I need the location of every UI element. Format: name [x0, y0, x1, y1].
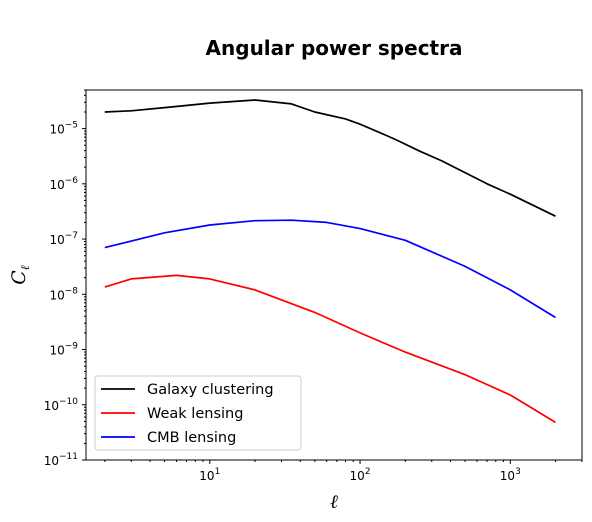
- y-tick-label: 10−6: [49, 176, 78, 192]
- series-line-galaxy-clustering: [104, 99, 556, 217]
- x-tick-label: 102: [350, 467, 371, 483]
- plot-area: [104, 99, 556, 424]
- y-tick-label: 10−9: [49, 342, 78, 358]
- legend-label-cmb-lensing: CMB lensing: [147, 430, 236, 446]
- series-line-weak-lensing: [104, 274, 556, 424]
- y-tick-label: 10−7: [49, 231, 78, 247]
- x-axis-ticks: 101 102 103: [104, 460, 583, 483]
- plot-frame: [85, 89, 583, 461]
- legend-label-weak-lensing: Weak lensing: [147, 406, 243, 422]
- chart-title: Angular power spectra: [206, 36, 463, 60]
- x-tick-label: 101: [199, 467, 220, 483]
- legend: Galaxy clustering Weak lensing CMB lensing: [94, 375, 302, 451]
- x-axis-label: ℓ: [330, 491, 338, 513]
- y-axis-label-subscript: ℓ: [18, 265, 32, 270]
- y-tick-label: 10−5: [49, 121, 78, 137]
- y-axis-ticks: 10−11 10−10 10−9 10−8 10−7 10−6 10−5: [44, 89, 86, 468]
- y-axis-label-main: C: [8, 270, 30, 285]
- x-tick-label: 103: [500, 467, 521, 483]
- series-line-cmb-lensing: [104, 219, 556, 319]
- legend-label-galaxy-clustering: Galaxy clustering: [147, 382, 274, 398]
- legend-box: [94, 375, 302, 451]
- y-tick-label: 10−10: [44, 397, 79, 413]
- y-tick-label: 10−11: [44, 452, 78, 468]
- y-tick-label: 10−8: [49, 286, 78, 302]
- y-axis-label: Cℓ: [8, 265, 32, 285]
